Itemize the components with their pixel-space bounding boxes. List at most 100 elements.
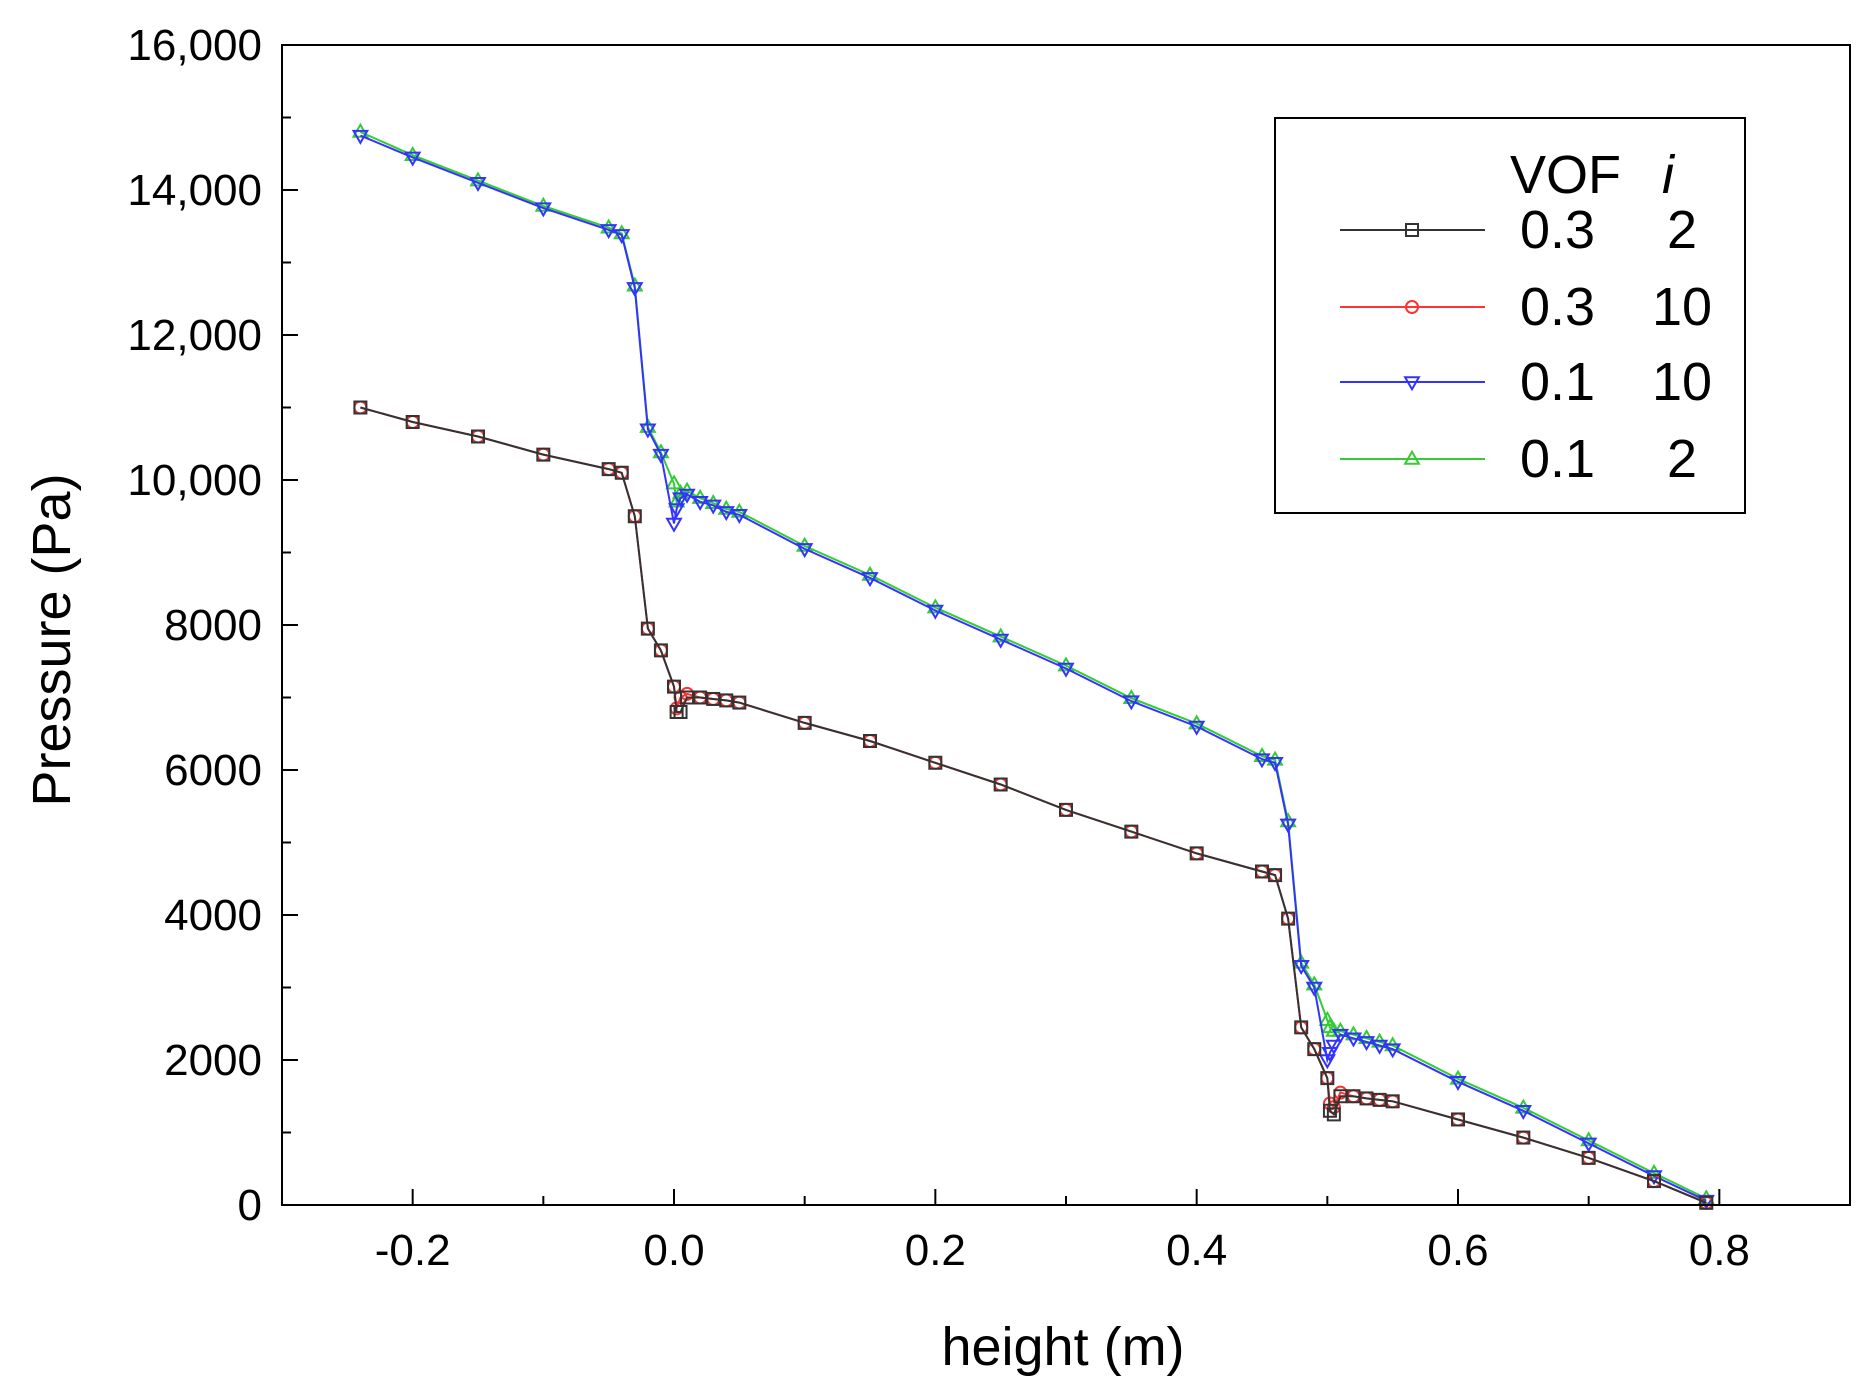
y-tick-label: 6000 [164,746,262,795]
x-tick-label: 0.6 [1427,1226,1488,1275]
legend-vof-value: 0.3 [1520,277,1595,337]
data-point [353,400,368,415]
data-point [404,145,422,161]
legend-entry: 0.3 2 [1340,200,1697,260]
legend-entry: 0.1 2 [1340,429,1697,489]
data-point [691,495,709,511]
series-0_1-10 [351,129,1715,1210]
data-point [665,474,683,490]
data-point [704,499,722,515]
data-point [665,517,683,533]
data-point [1320,1071,1335,1086]
data-point [1189,846,1204,861]
data-point [613,229,631,245]
data-point [704,493,722,509]
data-point [1514,1104,1532,1120]
data-point [600,218,618,234]
data-point [1357,1036,1376,1052]
x-tick-label: 0.8 [1689,1226,1750,1275]
series-0_3-2 [353,400,1714,1210]
data-point [404,151,422,167]
legend-i-value: 2 [1667,200,1697,260]
series-line [360,134,1707,1202]
data-point [351,129,370,145]
data-point [863,734,877,748]
data-point [797,715,812,730]
y-tick-label: 14,000 [127,166,262,215]
data-point [1326,1107,1341,1122]
data-point [678,488,696,504]
data-point [706,691,721,706]
data-point [536,447,551,462]
data-point [1321,1046,1339,1062]
data-point [1385,1094,1400,1109]
data-point [1333,1089,1348,1104]
data-point [1266,756,1284,772]
data-point [1516,1130,1531,1145]
data-point [1449,1075,1467,1091]
legend-i-value: 10 [1652,352,1712,412]
data-point [1122,695,1140,711]
data-point [1699,1195,1714,1210]
legend-vof-value: 0.3 [1520,200,1595,260]
data-point [1647,1174,1661,1189]
data-point [1268,868,1283,883]
data-point [993,777,1008,792]
data-point [534,202,552,218]
data-point [614,465,629,480]
y-tick-label: 16,000 [127,21,262,70]
data-point [627,509,642,524]
data-point [601,462,616,477]
data-point [1057,662,1075,678]
data-series [351,122,1715,1210]
data-point [534,196,552,212]
legend: VOF i 0.3 20.3 100.1 100.1 2 [1274,117,1746,514]
data-point [1281,911,1296,926]
x-tick-label: -0.2 [375,1226,451,1275]
data-point [680,690,695,705]
axis-ticks: -0.2 0.0 0.2 0.4 0.6 0.8 0 2000 4000 6000 8000 10,0… [127,21,1749,1275]
legend-entry: 0.1 10 [1340,352,1712,412]
data-point [992,633,1010,649]
legend-vof-value: 0.1 [1520,429,1595,489]
y-tick-label: 4000 [164,891,262,940]
y-tick-label: 8000 [164,601,262,650]
data-point [469,176,487,192]
data-point [730,509,748,525]
legend-marker [1405,223,1419,237]
data-point [469,171,487,187]
data-point [471,429,485,444]
data-point [1279,818,1297,834]
data-point [405,415,420,429]
legend-marker [1405,300,1419,314]
data-point [1370,1039,1389,1055]
data-point [1188,720,1206,736]
data-point [1346,1089,1361,1104]
data-point [796,543,814,559]
plot-area-frame [281,44,1851,1206]
legend-header-i: i [1662,145,1676,205]
data-point [640,621,655,636]
data-point [1294,1020,1309,1035]
data-point [1307,1042,1322,1057]
legend-vof-value: 0.1 [1520,352,1595,412]
data-point [1325,1039,1343,1055]
data-point [600,224,618,240]
data-point [732,695,747,710]
y-tick-label: 10,000 [127,456,262,505]
data-point [928,755,943,770]
data-point [1322,1103,1337,1118]
y-tick-label: 12,000 [127,311,262,360]
legend-box [1274,117,1746,514]
legend-marker [1403,376,1421,392]
x-axis-title: height (m) [941,1317,1184,1377]
legend-entry: 0.3 10 [1340,277,1712,337]
data-point [652,448,670,464]
data-point [1580,1137,1598,1153]
data-point [626,282,644,298]
legend-items: 0.3 20.3 100.1 100.1 2 [1340,200,1712,489]
data-point [717,506,735,522]
data-point [1384,1043,1402,1059]
data-point [1581,1150,1596,1165]
